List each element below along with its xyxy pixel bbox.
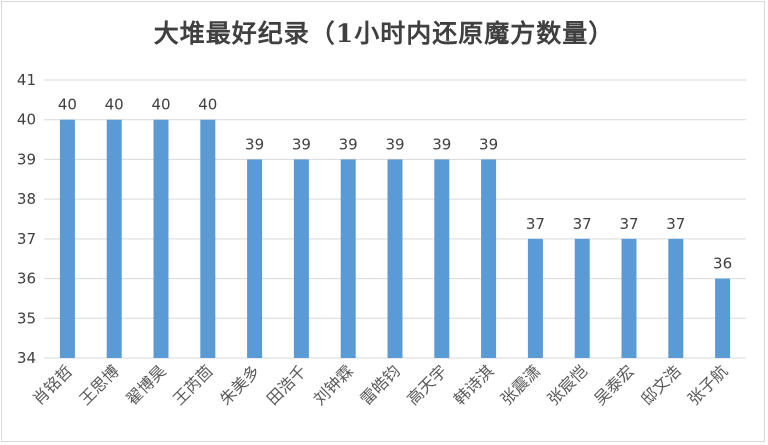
bar [715, 278, 731, 358]
bar [387, 159, 403, 358]
data-label: 39 [245, 135, 264, 153]
y-tick-label: 39 [17, 150, 36, 168]
bar [153, 119, 169, 358]
y-tick-label: 41 [17, 71, 36, 89]
data-label: 40 [198, 96, 217, 114]
data-label: 39 [432, 135, 451, 153]
y-tick-label: 35 [17, 309, 36, 327]
x-tick-label: 翟博昊 [122, 361, 169, 408]
data-label: 39 [339, 135, 358, 153]
y-tick-label: 40 [17, 111, 36, 129]
x-tick-label: 王思博 [76, 361, 123, 408]
data-label: 39 [385, 135, 404, 153]
bar [481, 159, 497, 358]
x-tick-label: 雷皓钧 [356, 361, 403, 408]
x-tick-label: 高天宇 [403, 361, 450, 408]
y-tick-label: 34 [17, 349, 36, 367]
x-tick-label: 吴泰宏 [590, 361, 637, 408]
bar [293, 159, 309, 358]
data-label: 39 [292, 135, 311, 153]
x-tick-label: 张宸恺 [544, 361, 591, 408]
x-tick-label: 张震潇 [497, 361, 544, 408]
data-label: 37 [573, 215, 592, 233]
y-tick-label: 37 [17, 230, 36, 248]
data-labels: 40 40 40 40 39 39 39 39 39 39 37 37 37 37 36 [58, 96, 732, 273]
data-label: 37 [666, 215, 685, 233]
bar [574, 238, 590, 358]
data-label: 37 [526, 215, 545, 233]
bar [247, 159, 263, 358]
x-tick-label: 肖铭哲 [29, 361, 76, 408]
bar [59, 119, 75, 358]
x-axis: 肖铭哲 王思博 翟博昊 王芮茴 朱美多 田浩千 刘钟霖 雷皓钧 高天宇 韩诗淇 张震潇 张宸恺 吴泰宏邸… [29, 361, 732, 408]
data-label: 40 [58, 96, 77, 114]
x-tick-label: 刘钟霖 [310, 361, 357, 408]
data-label: 40 [151, 96, 170, 114]
bar [200, 119, 216, 358]
x-tick-label: 张子航 [684, 361, 731, 408]
x-tick-label: 田浩千 [263, 361, 310, 408]
x-tick-label: 韩诗淇 [450, 361, 497, 408]
bar [434, 159, 450, 358]
y-axis: 34 35 36 37 38 39 40 41 [17, 71, 36, 367]
x-tick-label: 王芮茴 [169, 361, 216, 408]
data-label: 36 [713, 255, 732, 273]
x-tick-label: 朱美多 [216, 361, 263, 408]
chart-title: 大堆最好纪录（1小时内还原魔方数量） [153, 19, 615, 48]
bar [621, 238, 637, 358]
bar [668, 238, 684, 358]
x-tick-label: 邸文浩 [637, 361, 684, 408]
bar [106, 119, 122, 358]
y-tick-label: 38 [17, 190, 36, 208]
bars [59, 119, 731, 358]
bar [340, 159, 356, 358]
data-label: 37 [619, 215, 638, 233]
y-tick-label: 36 [17, 270, 36, 288]
data-label: 40 [105, 96, 124, 114]
data-label: 39 [479, 135, 498, 153]
bar [527, 238, 543, 358]
